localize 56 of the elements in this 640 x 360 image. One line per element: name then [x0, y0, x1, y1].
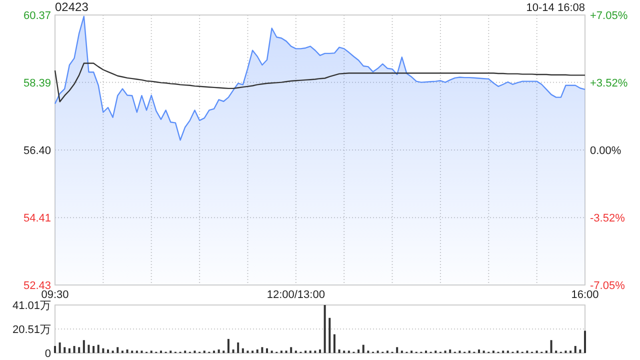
bar	[237, 342, 240, 353]
y2-tick-label: 0.00%	[590, 145, 622, 157]
text: 10-14 16:08	[526, 2, 585, 14]
y2-tick-label: +7.05%	[590, 10, 628, 22]
y-tick-label: 52.43	[23, 280, 51, 292]
bar	[58, 342, 61, 353]
bar	[92, 346, 95, 353]
bar	[478, 349, 480, 353]
bar	[73, 346, 76, 353]
bar	[449, 349, 452, 353]
y-tick-label: 60.37	[23, 10, 51, 22]
bar	[266, 348, 268, 353]
bar	[256, 349, 258, 353]
y-tick-label: 20.51万	[12, 324, 51, 336]
bar	[358, 349, 360, 353]
bar	[116, 347, 119, 353]
bar	[328, 318, 331, 353]
bar	[102, 348, 104, 353]
y2-tick-label: +3.52%	[590, 78, 628, 90]
x-tick-label: 09:30	[41, 289, 69, 301]
bar	[579, 349, 582, 353]
x-tick-label: 12:00/13:00	[266, 289, 325, 301]
bar	[82, 340, 85, 353]
bar	[338, 349, 340, 353]
bar	[97, 344, 100, 353]
y-tick-label: 56.40	[23, 145, 51, 157]
bar	[261, 347, 264, 353]
y-tick-label: 0	[44, 348, 51, 360]
bar	[78, 347, 80, 353]
bar	[584, 330, 586, 353]
y-tick-label: 54.41	[23, 212, 51, 225]
x-tick-label: 16:00	[571, 289, 599, 301]
bar	[319, 349, 321, 353]
bar	[232, 349, 234, 353]
bar	[242, 348, 244, 353]
y-tick-label: 58.39	[23, 77, 51, 90]
y2-tick-label: -3.52%	[590, 212, 626, 224]
bar	[64, 347, 66, 353]
bar	[333, 334, 336, 353]
bar	[290, 347, 292, 353]
line-series	[54, 62, 586, 102]
y2-tick-label: -7.05%	[590, 280, 626, 292]
bar	[550, 340, 552, 353]
bar	[227, 338, 230, 353]
bar	[88, 344, 90, 353]
bar	[362, 344, 364, 353]
chart-title: 02423	[55, 0, 89, 14]
y-tick-label: 41.01万	[12, 300, 51, 312]
bar	[574, 346, 576, 353]
bar	[107, 349, 109, 353]
bar	[126, 349, 128, 353]
bar	[324, 305, 326, 353]
bar	[396, 347, 398, 353]
bar	[54, 346, 56, 353]
bar	[218, 349, 220, 353]
bar	[68, 348, 70, 353]
